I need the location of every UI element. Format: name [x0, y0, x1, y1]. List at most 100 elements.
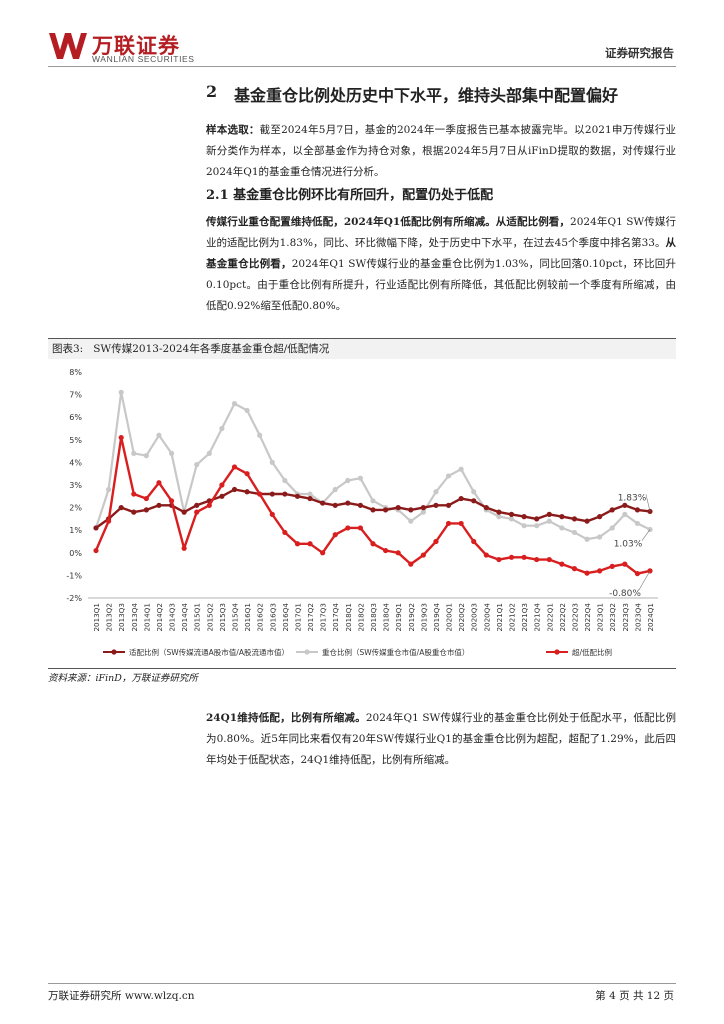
data-point	[584, 536, 590, 542]
x-tick-label: 2013Q1	[92, 603, 101, 632]
y-tick-label: 7%	[69, 391, 82, 400]
data-point	[194, 502, 200, 508]
data-point	[244, 407, 250, 414]
data-point	[559, 525, 565, 531]
x-tick-label: 2019Q1	[394, 603, 403, 632]
footer-divider	[48, 983, 676, 984]
y-tick-label: 6%	[69, 413, 82, 422]
data-point	[93, 547, 99, 554]
data-point	[357, 475, 364, 481]
data-point	[622, 511, 628, 517]
data-point	[609, 525, 615, 531]
y-tick-label: 1%	[69, 526, 82, 535]
legend-swatch-marker	[111, 649, 117, 655]
annotation-group: 1.83% 1.03% -0.80%	[609, 493, 651, 599]
data-point	[471, 538, 477, 545]
y-tick-label: 8%	[69, 368, 82, 377]
x-tick-label: 2019Q3	[419, 603, 428, 632]
data-point	[332, 502, 338, 508]
data-point	[496, 514, 502, 520]
data-point	[282, 491, 288, 497]
figure-source: 资料来源：iFinD，万联证券研究所	[48, 673, 198, 684]
data-point	[269, 511, 275, 517]
figure-bottom-rule	[48, 668, 676, 669]
data-point	[181, 545, 187, 551]
chart-legend: 适配比例（SW传媒流通A股市值/A股流通市值） 重仓比例（SW传媒重仓市值/A股重…	[103, 647, 612, 657]
y-tick-label: -2%	[66, 594, 82, 603]
x-tick-label: 2023Q1	[596, 603, 605, 632]
fund-allocation-line-chart: 8%7%6%5%4%3%2%1%0%-1%-2% 2013Q1 2013Q2 201…	[66, 368, 658, 657]
data-point	[345, 525, 351, 531]
data-point	[307, 541, 313, 547]
data-point	[370, 507, 376, 513]
x-tick-label: 2018Q2	[356, 603, 365, 632]
data-point	[320, 550, 326, 556]
data-point	[445, 473, 452, 479]
x-tick-label: 2016Q2	[256, 603, 265, 632]
data-point	[571, 516, 578, 522]
y-tick-label: 4%	[69, 458, 82, 467]
y-tick-label: -1%	[66, 571, 82, 580]
underweight-paragraph: 24Q1维持低配，比例有所缩减。2024年Q1 SW传媒行业的基金重仓比例处于低…	[206, 708, 676, 771]
allocation-text-1: 2024年Q1 SW传媒行业的适配比例为1.83%，同比、环比微幅下降，处于历史…	[206, 216, 676, 249]
data-point	[219, 482, 225, 488]
x-tick-label: 2023Q4	[633, 603, 642, 632]
data-point	[634, 570, 641, 577]
x-tick-label: 2015Q2	[205, 603, 214, 632]
x-tick-label: 2015Q1	[193, 603, 202, 632]
data-point	[471, 489, 477, 495]
x-tick-label: 2021Q3	[520, 603, 529, 632]
annotation-leader	[645, 494, 651, 512]
data-point	[395, 550, 401, 556]
x-tick-label: 2018Q3	[369, 603, 378, 632]
data-point	[168, 498, 175, 504]
sample-selection-text: 截至2024年5月7日，基金的2024年一季度报告已基本披露完毕。以2021申万…	[206, 124, 676, 178]
data-point	[282, 477, 288, 484]
x-tick-label: 2017Q2	[306, 603, 315, 632]
data-point	[609, 563, 615, 569]
data-point	[634, 507, 641, 513]
sample-selection-lead: 样本选取：	[206, 124, 260, 136]
data-point	[345, 500, 351, 506]
x-tick-label: 2021Q1	[495, 603, 504, 632]
data-point	[357, 525, 364, 531]
section-title: 基金重仓比例处历史中下水平，维持头部集中配置偏好	[234, 86, 619, 105]
data-point	[206, 502, 212, 508]
data-point	[471, 498, 477, 504]
x-tick-label: 2018Q4	[382, 603, 391, 632]
legend-swatch-marker	[554, 649, 560, 655]
x-tick-label: 2021Q2	[508, 603, 517, 632]
x-tick-label: 2022Q3	[570, 603, 579, 632]
data-point	[382, 547, 389, 554]
data-point	[597, 534, 603, 540]
data-point	[357, 502, 364, 508]
report-type-label: 证券研究报告	[605, 46, 674, 60]
wanlian-logo-mark-icon	[49, 33, 87, 59]
x-tick-label: 2022Q4	[583, 603, 592, 632]
x-axis: 2013Q1 2013Q2 2013Q3 2013Q4 2014Q1 2014Q2 2014…	[88, 597, 658, 632]
data-point	[559, 561, 565, 567]
data-point	[269, 491, 275, 497]
data-label: 1.03%	[614, 540, 643, 550]
data-point	[395, 505, 401, 511]
x-tick-label: 2016Q1	[243, 603, 252, 632]
x-tick-label: 2023Q3	[621, 603, 630, 632]
data-point	[433, 489, 439, 495]
series-group	[93, 389, 653, 577]
data-point	[458, 466, 464, 472]
x-tick-label: 2017Q4	[331, 603, 340, 632]
legend-label: 超/低配比例	[572, 647, 612, 657]
x-tick-label: 2024Q1	[646, 603, 655, 632]
data-point	[206, 450, 212, 456]
x-tick-label: 2015Q4	[231, 603, 240, 632]
figure-title-bar	[48, 339, 676, 359]
data-point	[483, 552, 489, 558]
allocation-text-2: 2024年Q1 SW传媒行业的基金重仓比例为1.03%，同比回落0.10pct，…	[206, 258, 677, 312]
x-tick-label: 2014Q4	[180, 603, 189, 632]
data-point	[420, 552, 426, 558]
x-tick-label: 2016Q4	[281, 603, 290, 632]
data-point	[143, 495, 149, 502]
data-point	[445, 502, 452, 508]
data-point	[408, 561, 414, 567]
data-point	[282, 529, 288, 536]
